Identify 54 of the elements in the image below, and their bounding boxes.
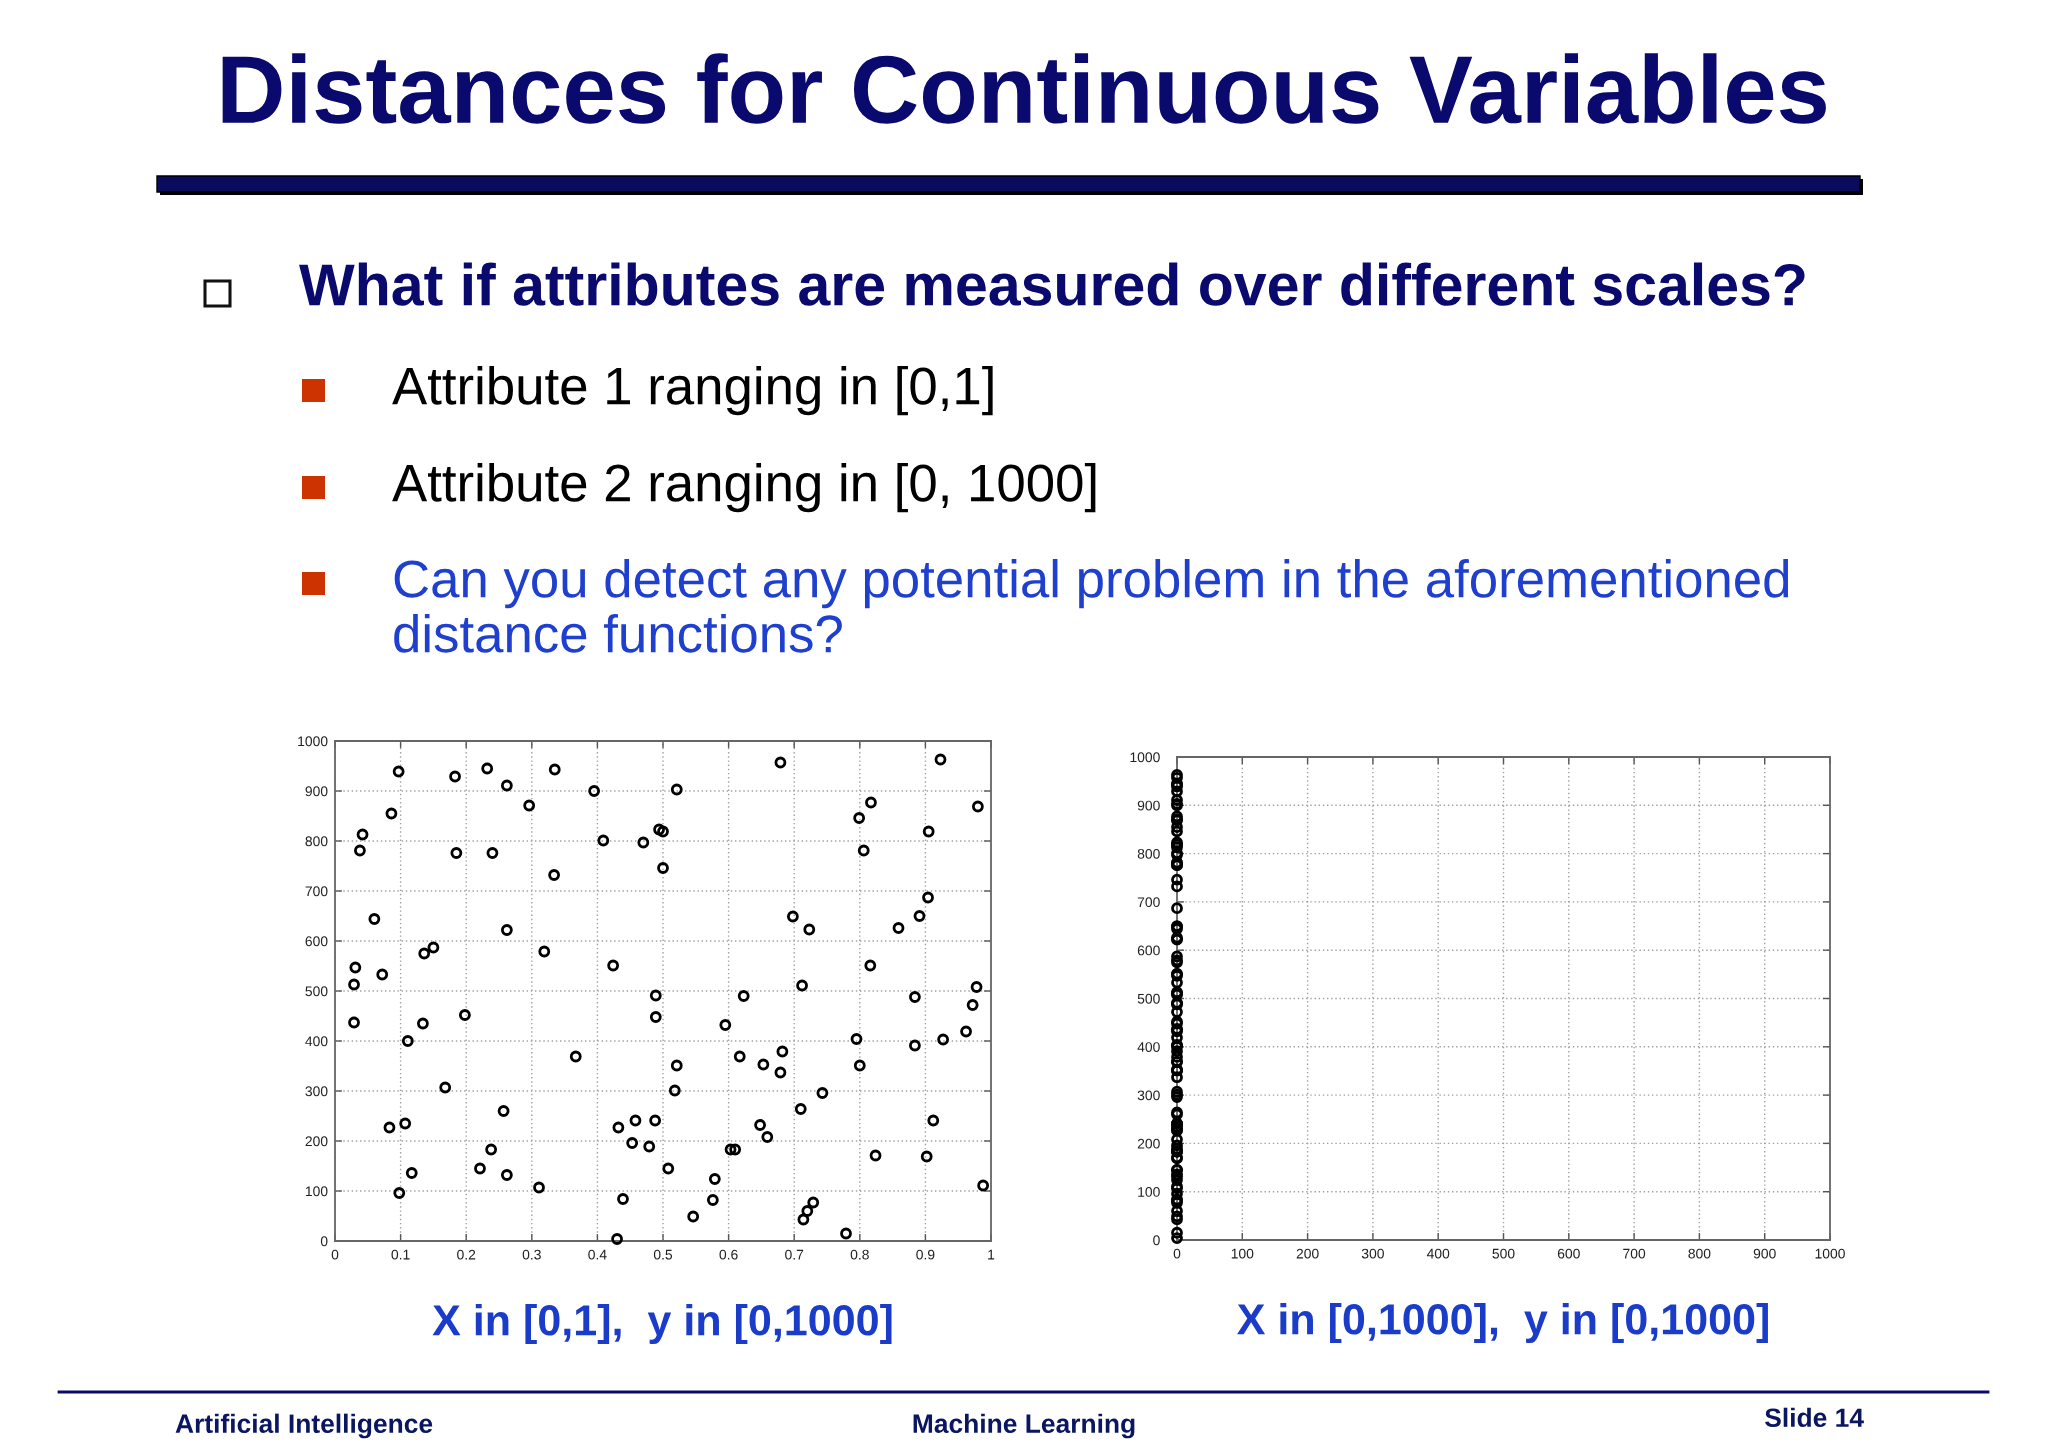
text: Machine Learning — [913, 1413, 1135, 1439]
y-tick-label: 100 — [305, 1186, 328, 1197]
y-tick-label: 700 — [1137, 897, 1160, 908]
text: Artificial Intelligence — [175, 1413, 433, 1439]
x-tick-label: 0.1 — [391, 1249, 410, 1260]
y-tick-label: 400 — [1137, 1042, 1160, 1052]
y-tick-label: 900 — [1137, 800, 1160, 811]
y-tick-label: 900 — [305, 786, 328, 797]
chart-subtitle: What if attributes are measured over different scales? — [299, 262, 1805, 306]
y-tick-label: 500 — [1137, 993, 1160, 1004]
text: Can you detect any potential problem in the aforementioned distance functions? — [394, 559, 1789, 653]
text: Attribute 1 ranging in [0,1] — [392, 366, 993, 416]
chart-title: Distances for Continuous Variables — [222, 53, 1826, 124]
y-tick-label: 500 — [305, 986, 328, 997]
y-tick-label: 800 — [305, 836, 328, 847]
y-tick-label: 200 — [1137, 1138, 1160, 1149]
x-tick-label: 0.3 — [522, 1249, 541, 1260]
y-tick-label: 600 — [305, 936, 328, 947]
x-tick-label: 1000 — [1815, 1248, 1845, 1259]
x-tick-label: 100 — [1231, 1248, 1254, 1259]
x-tick-label: 0 — [1173, 1248, 1181, 1259]
x-tick-label: 500 — [1492, 1248, 1515, 1259]
y-tick-label: 1000 — [1130, 752, 1160, 763]
x-axis-title: X in [0,1000], y in [0,1000] — [1237, 1302, 1768, 1344]
x-tick-label: 0.7 — [785, 1249, 804, 1260]
y-tick-label: 300 — [1137, 1090, 1160, 1101]
x-tick-label: 800 — [1688, 1248, 1711, 1259]
y-tick-label: 1000 — [298, 736, 328, 747]
text: Attribute 2 ranging in [0, 1000] — [392, 463, 1096, 513]
x-tick-label: 0.5 — [653, 1249, 673, 1260]
x-tick-label: 0.2 — [457, 1249, 476, 1260]
x-tick-label: 0.6 — [719, 1249, 738, 1260]
y-tick-label: 0 — [320, 1236, 328, 1247]
y-tick-label: 700 — [305, 886, 328, 897]
x-tick-label: 0.8 — [850, 1249, 869, 1260]
text: Slide 14 — [1765, 1407, 1864, 1428]
y-tick-label: 800 — [1137, 848, 1160, 859]
x-tick-label: 300 — [1361, 1248, 1384, 1259]
y-tick-label: 400 — [305, 1036, 328, 1047]
y-tick-label: 0 — [1153, 1235, 1160, 1246]
x-tick-label: 0 — [331, 1249, 339, 1260]
y-tick-label: 100 — [1138, 1187, 1160, 1197]
y-tick-label: 300 — [305, 1086, 328, 1097]
x-axis-title: X in [0,1], y in [0,1000] — [432, 1303, 892, 1345]
x-tick-label: 0.9 — [916, 1249, 935, 1260]
y-tick-label: 200 — [305, 1136, 328, 1147]
x-tick-label: 900 — [1753, 1248, 1776, 1259]
x-tick-label: 600 — [1557, 1248, 1580, 1259]
y-tick-label: 600 — [1137, 945, 1160, 956]
x-tick-label: 1 — [988, 1249, 995, 1260]
x-tick-label: 200 — [1296, 1248, 1319, 1259]
x-tick-label: 0.4 — [588, 1249, 607, 1260]
x-tick-label: 700 — [1623, 1248, 1646, 1259]
x-tick-label: 400 — [1426, 1248, 1450, 1259]
